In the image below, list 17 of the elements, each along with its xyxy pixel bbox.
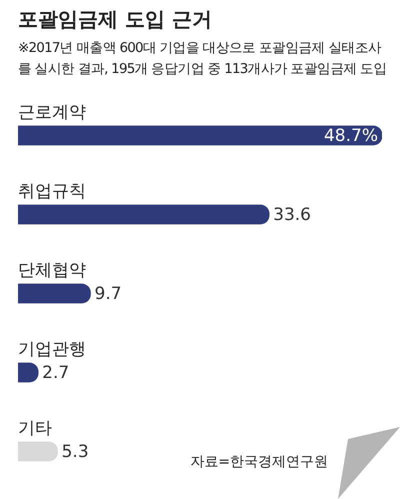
bar	[18, 284, 91, 304]
data-label: 48.7%	[324, 126, 378, 146]
data-label: 33.6	[273, 204, 311, 225]
y-tick-label: 근로계약	[18, 102, 86, 122]
bar	[18, 442, 58, 462]
y-tick-label: 단체협약	[18, 260, 86, 280]
y-tick-label: 기업관행	[18, 339, 86, 360]
data-label: 2.7	[42, 362, 70, 383]
y-tick-label: 기타	[18, 418, 52, 438]
chart-title: 포괄임금제 도입 근거	[18, 6, 212, 33]
data-label: 9.7	[94, 284, 122, 304]
annotation: 자료=한국경제연구원	[190, 453, 328, 471]
chart-subtitle: ※2017년 매출액 600대 기업을 대상으로 포괄임금제 실태조사를 실시한 결과, 195개 응답기업 중 113개사가 포괄임금제 도입	[18, 39, 388, 79]
y-tick-label: 취업규칙	[18, 181, 86, 202]
bar	[18, 126, 382, 146]
bar	[18, 204, 270, 224]
data-label: 5.3	[62, 442, 89, 462]
